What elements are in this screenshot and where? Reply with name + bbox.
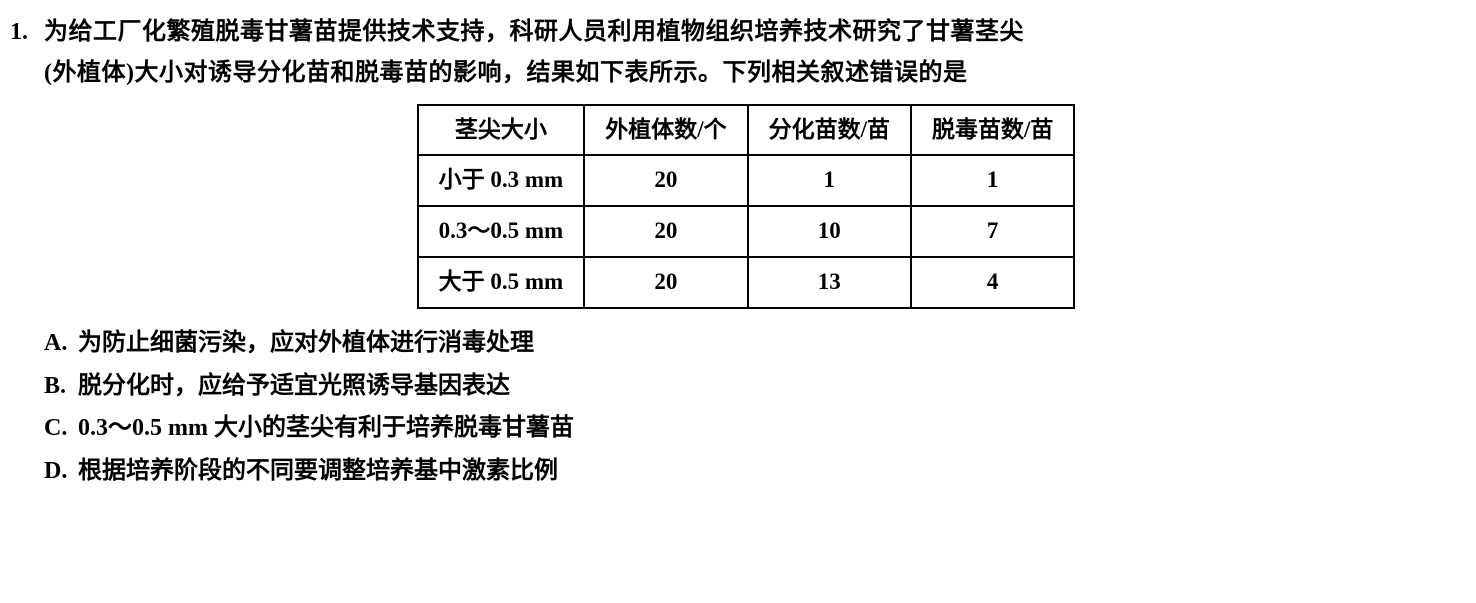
table-header-cell: 茎尖大小 <box>418 105 585 156</box>
table-header-row: 茎尖大小 外植体数/个 分化苗数/苗 脱毒苗数/苗 <box>418 105 1075 156</box>
table-row: 0.3～0.5 mm 20 10 7 <box>418 206 1075 257</box>
table-cell: 0.3～0.5 mm <box>418 206 585 257</box>
table-cell: 1 <box>911 155 1074 206</box>
data-table: 茎尖大小 外植体数/个 分化苗数/苗 脱毒苗数/苗 小于 0.3 mm 20 1… <box>417 104 1076 309</box>
option-C: C. 0.3～0.5 mm 大小的茎尖有利于培养脱毒甘薯苗 <box>44 408 1448 449</box>
option-D: D. 根据培养阶段的不同要调整培养基中激素比例 <box>44 451 1448 492</box>
table-cell: 10 <box>748 206 911 257</box>
table-header-cell: 外植体数/个 <box>584 105 747 156</box>
table-cell: 7 <box>911 206 1074 257</box>
question-block: 1. 为给工厂化繁殖脱毒甘薯苗提供技术支持，科研人员利用植物组织培养技术研究了甘… <box>10 12 1448 492</box>
stem-line-1: 为给工厂化繁殖脱毒甘薯苗提供技术支持，科研人员利用植物组织培养技术研究了甘薯茎尖 <box>44 12 1448 53</box>
option-label: D. <box>44 451 78 492</box>
table-cell: 小于 0.3 mm <box>418 155 585 206</box>
option-text: 脱分化时，应给予适宜光照诱导基因表达 <box>78 366 1448 407</box>
option-text: 为防止细菌污染，应对外植体进行消毒处理 <box>78 323 1448 364</box>
options-block: A. 为防止细菌污染，应对外植体进行消毒处理 B. 脱分化时，应给予适宜光照诱导… <box>44 323 1448 492</box>
option-text: 根据培养阶段的不同要调整培养基中激素比例 <box>78 451 1448 492</box>
option-B: B. 脱分化时，应给予适宜光照诱导基因表达 <box>44 366 1448 407</box>
table-row: 大于 0.5 mm 20 13 4 <box>418 257 1075 308</box>
stem-line-2: (外植体)大小对诱导分化苗和脱毒苗的影响，结果如下表所示。下列相关叙述错误的是 <box>44 53 1448 94</box>
option-text: 0.3～0.5 mm 大小的茎尖有利于培养脱毒甘薯苗 <box>78 408 1448 449</box>
table-cell: 20 <box>584 257 747 308</box>
table-cell: 4 <box>911 257 1074 308</box>
table-header-cell: 分化苗数/苗 <box>748 105 911 156</box>
option-label: C. <box>44 408 78 449</box>
option-label: A. <box>44 323 78 364</box>
table-cell: 20 <box>584 155 747 206</box>
question-number: 1. <box>10 12 44 492</box>
option-label: B. <box>44 366 78 407</box>
table-header-cell: 脱毒苗数/苗 <box>911 105 1074 156</box>
question-body: 为给工厂化繁殖脱毒甘薯苗提供技术支持，科研人员利用植物组织培养技术研究了甘薯茎尖… <box>44 12 1448 492</box>
option-A: A. 为防止细菌污染，应对外植体进行消毒处理 <box>44 323 1448 364</box>
table-cell: 1 <box>748 155 911 206</box>
table-cell: 13 <box>748 257 911 308</box>
table-row: 小于 0.3 mm 20 1 1 <box>418 155 1075 206</box>
table-cell: 20 <box>584 206 747 257</box>
table-cell: 大于 0.5 mm <box>418 257 585 308</box>
